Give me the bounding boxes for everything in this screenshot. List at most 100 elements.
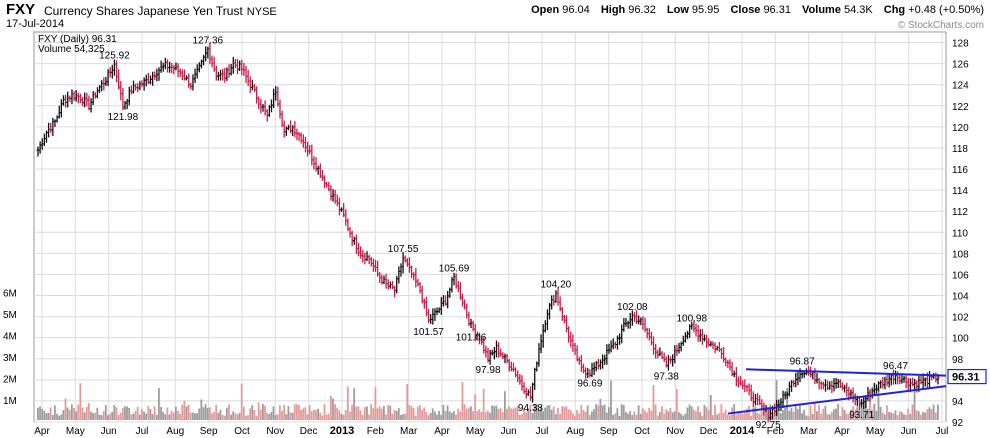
price-annotation: 97.38 [654,371,679,382]
volume-bar [266,413,269,420]
volume-bar [616,408,619,420]
volume-tick-label: 1M [3,396,17,407]
volume-bar [903,414,905,420]
volume-bar [588,414,591,420]
volume-bar [610,380,612,420]
price-annotation: 127.36 [193,35,224,46]
volume-bar [934,412,937,420]
volume-bar [467,407,470,420]
date-axis: Apr May Jun Jul Aug Sep Oct Nov Dec 2013 Feb Mar Apr… [34,425,948,437]
volume-bar [824,405,827,420]
volume-bar [835,408,837,420]
volume-bar [370,404,373,420]
volume-bar [366,406,368,420]
volume-bar [200,399,203,420]
volume-bar [157,388,160,420]
volume-bar [453,411,455,420]
volume-bar [565,406,568,420]
date-tick-label: Jul [536,426,549,437]
volume-bar [232,411,235,420]
volume-bar [259,409,262,420]
price-tick-label: 120 [952,123,969,134]
volume-bar [234,413,237,420]
volume-bar [637,405,640,420]
volume-bar [79,383,82,420]
volume-bar [43,410,46,420]
volume-bar [584,411,587,420]
date-tick-label: Dec [300,426,318,437]
volume-bar [837,404,840,420]
volume-bar [238,412,241,420]
volume-bar [839,415,842,420]
volume-bar [535,404,538,420]
volume-bar [533,404,536,420]
volume-bar [705,407,708,420]
volume-bar [627,413,629,420]
price-annotation: 121.98 [108,112,139,123]
volume-bar [716,414,719,420]
volume-bar [540,406,542,420]
volume-bar [363,407,366,420]
last-price-marker: 96.31 [947,368,987,385]
volume-bar [393,409,396,420]
volume-bar [225,407,228,420]
volume-bar [599,398,602,420]
volume-bar [518,414,521,420]
volume-bar [765,406,767,420]
volume-bar [720,404,723,420]
volume-bar [624,411,627,420]
volume-bar [164,414,167,420]
last-price-box [947,368,987,385]
volume-bar [145,413,148,420]
volume-bar [745,408,748,420]
volume-bar [512,408,515,420]
volume-bar [204,404,207,420]
volume-bar [656,415,659,420]
price-tick-label: 102 [952,313,969,324]
price-annotation: 96.47 [883,361,908,372]
volume-bar [436,414,438,420]
chart-header: FXY Currency Shares Japanese Yen Trust NY… [0,0,990,32]
volume-bar [253,409,256,420]
volume-value: 54.3K [843,4,873,16]
volume-bar [862,407,865,420]
volume-bar [669,407,672,420]
volume-bar [421,410,423,420]
volume-bar [321,415,324,420]
volume-bar [881,412,884,420]
volume-bar [826,413,829,420]
volume-tick-label: 6M [3,289,17,300]
volume-bar [406,383,409,420]
volume-bar [429,412,432,420]
volume-bar [779,413,782,420]
volume-bar [739,412,742,420]
volume-label: Volume [802,4,841,16]
date-tick-label: 2014 [730,425,755,437]
volume-tick-label: 3M [3,353,17,364]
volume-bar [832,409,835,420]
volume-bar [194,413,196,420]
volume-bar [416,406,419,420]
volume-bar [109,413,111,420]
price-annotation: 125.92 [99,50,130,61]
volume-bar [470,406,472,420]
low-value: 95.95 [691,4,720,16]
volume-bar [325,414,328,420]
volume-bar [332,398,334,420]
volume-bar [879,406,882,420]
trendline-upper [745,368,947,377]
volume-bar [37,407,39,420]
volume-bar [323,404,326,420]
volume-bar [285,414,288,420]
volume-bar [380,408,383,420]
price-annotation: 93.71 [849,410,874,421]
price-tick-label: 106 [952,270,969,281]
volume-bar [586,405,589,420]
date-tick-label: May [66,426,85,437]
volume-bar [130,414,133,420]
volume-bar [300,409,303,420]
volume-bar [94,412,97,420]
price-tick-label: 108 [952,249,969,260]
volume-bar [56,413,58,420]
volume-bar [414,415,417,420]
